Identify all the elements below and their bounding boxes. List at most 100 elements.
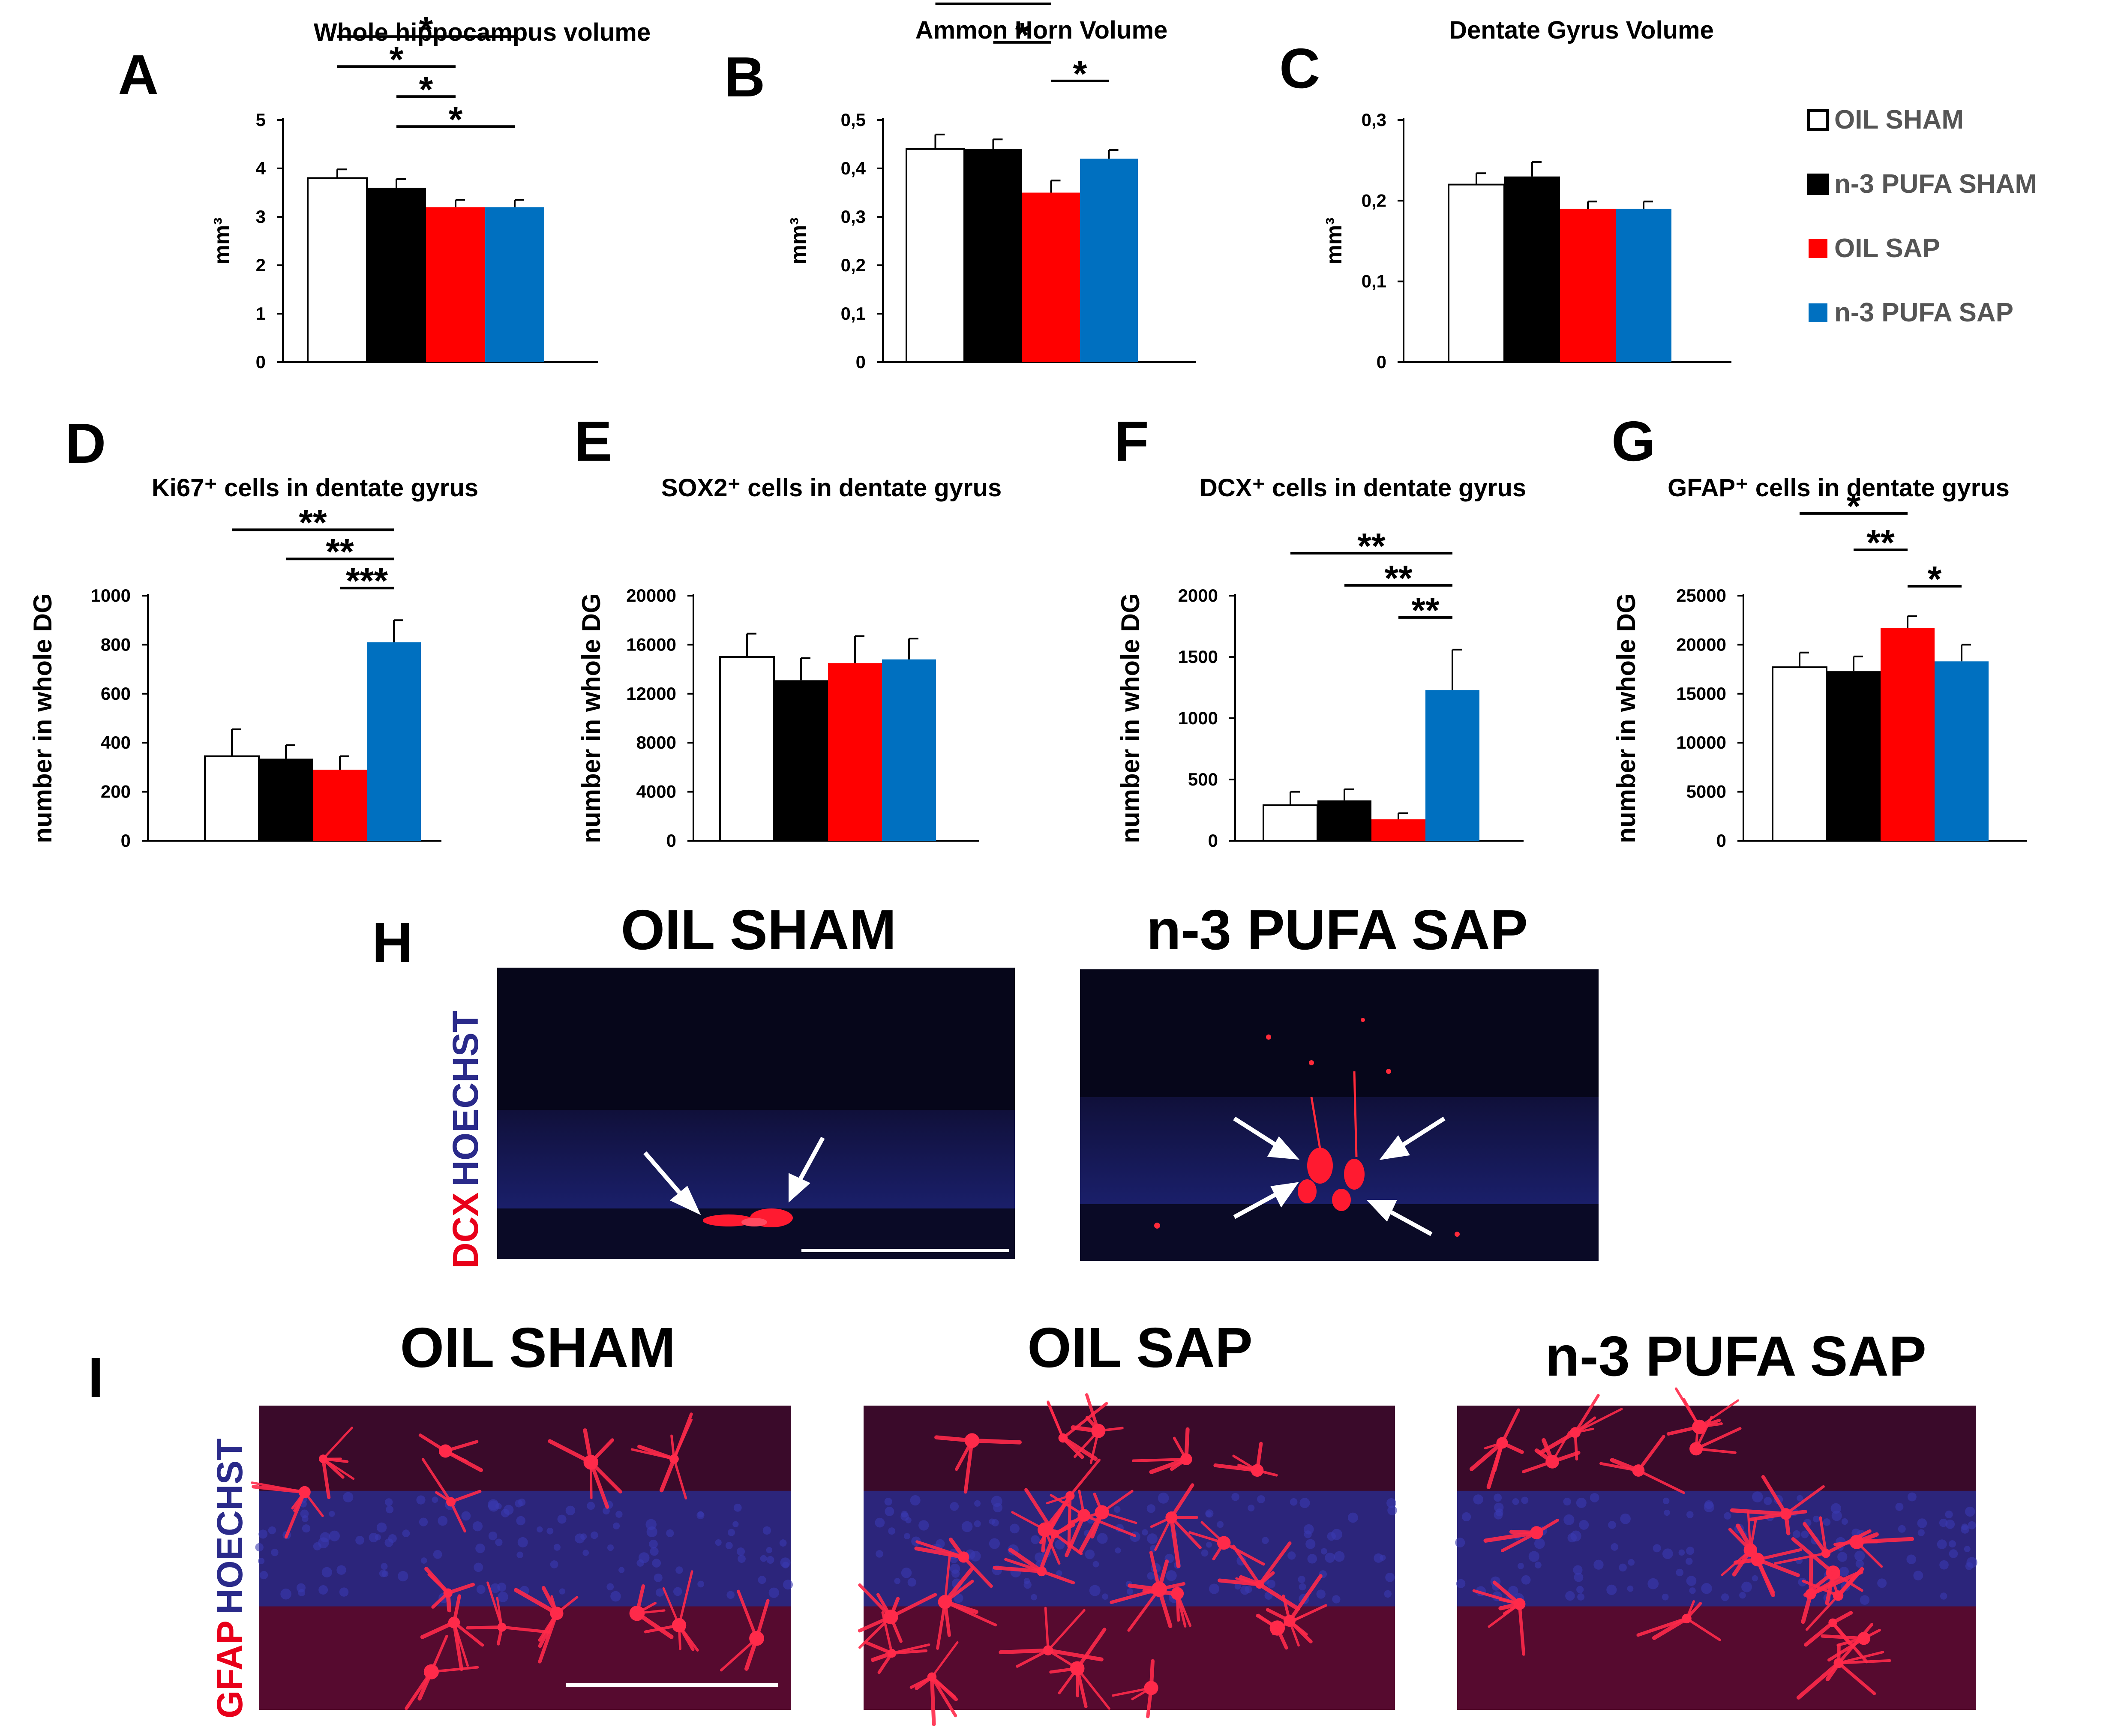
bar-n3-pufa-sap (1616, 209, 1671, 362)
bar-oil-sham (906, 148, 965, 363)
significance-label: *** (346, 561, 388, 601)
significance-label: * (1015, 15, 1029, 55)
micrograph-h-oil-sham (497, 968, 1015, 1259)
panel-i-stain-label: GFAP HOECHST (210, 1439, 250, 1718)
bar-oil-sham (307, 177, 368, 363)
chart-title: Dentate Gyrus Volume (1449, 16, 1714, 44)
y-axis-label: mm³ (210, 218, 234, 265)
micrograph-h-n3-pufa-sap (1080, 969, 1599, 1261)
y-tick-label: 0,1 (1362, 271, 1386, 291)
stain-blue-label: HOECHST (445, 1010, 486, 1187)
significance-label: * (1928, 559, 1942, 599)
bar-oil-sham (1263, 804, 1318, 842)
bar-oil-sap (1560, 209, 1616, 362)
micrograph-i-n3-pufa-sap (1455, 1387, 1977, 1710)
bar-n3-pufa-sap (1935, 661, 1989, 841)
panel-i-title-oil-sham: OIL SHAM (400, 1316, 676, 1379)
micrograph-i-oil-sap (858, 1393, 1397, 1726)
bar-oil-sap (1371, 819, 1425, 841)
chart-title: GFAP⁺ cells in dentate gyrus (1668, 474, 2010, 502)
arrow-icon (789, 1136, 825, 1203)
significance-label: ** (1357, 526, 1386, 566)
panel-letter-F: F (1114, 410, 1149, 473)
arrow-icon (1379, 1116, 1446, 1160)
panel-letter-I: I (88, 1346, 104, 1409)
y-tick-label: 0 (1377, 352, 1386, 372)
legend-label-oil-sham: OIL SHAM (1834, 105, 1964, 135)
chart-title: Ki67⁺ cells in dentate gyrus (152, 474, 478, 502)
y-tick-label: 1000 (1178, 708, 1218, 728)
bar-n3-pufa-sham (367, 188, 426, 362)
bar-oil-sap (828, 663, 882, 841)
y-tick-label: 15000 (1676, 684, 1726, 704)
legend-label-n3-pufa-sap: n-3 PUFA SAP (1834, 298, 2013, 327)
bar-n3-pufa-sham (964, 149, 1022, 362)
bar-oil-sap (1881, 628, 1935, 841)
y-tick-label: 500 (1188, 769, 1218, 789)
y-tick-label: 0,5 (841, 110, 866, 130)
chart-B: B Ammon Horn Volume mm³ 0 0,1 0,2 0,3 0,4 0,5 * * * (724, 0, 1196, 372)
panel-letter-B: B (724, 45, 765, 108)
panel-i-title-oil-sap: OIL SAP (1027, 1316, 1253, 1379)
y-axis-label: number in whole DG (1116, 593, 1145, 843)
legend: OIL SHAM n-3 PUFA SHAM OIL SAP n-3 PUFA … (1807, 105, 2037, 327)
bar-n3-pufa-sap (1425, 690, 1479, 841)
bar-oil-sham (719, 656, 775, 842)
significance-label: * (419, 9, 433, 49)
legend-swatch-n3-pufa-sap (1809, 303, 1827, 322)
chart-title: DCX⁺ cells in dentate gyrus (1200, 474, 1526, 502)
y-axis-label: number in whole DG (577, 593, 606, 843)
micrograph-i-oil-sham (251, 1406, 793, 1710)
panel-h-title-oil-sham: OIL SHAM (621, 898, 897, 961)
chart-A: A Whole hippocampus volume mm³ 0 1 2 3 4 5 * * * * (118, 9, 651, 372)
bar-oil-sap (426, 207, 485, 362)
y-tick-label: 0 (121, 831, 131, 851)
y-tick-label: 0 (256, 352, 266, 372)
y-tick-label: 10000 (1676, 732, 1726, 753)
y-tick-label: 5 (256, 110, 266, 130)
panel-letter-D: D (65, 412, 106, 475)
bar-n3-pufa-sap (882, 659, 936, 841)
chart-title: SOX2⁺ cells in dentate gyrus (661, 474, 1002, 502)
y-tick-label: 0,2 (1362, 190, 1386, 210)
y-tick-label: 200 (101, 782, 131, 802)
bar-n3-pufa-sap (367, 642, 421, 841)
significance-label: ** (1411, 590, 1440, 630)
y-tick-label: 0 (1208, 831, 1218, 851)
y-tick-label: 0,1 (841, 303, 866, 324)
y-tick-label: 0,2 (841, 255, 866, 275)
y-tick-label: 0,4 (841, 158, 866, 178)
legend-label-oil-sap: OIL SAP (1834, 234, 1940, 263)
y-tick-label: 4 (256, 158, 266, 178)
panel-letter-A: A (118, 43, 159, 106)
chart-C: C Dentate Gyrus Volume mm³ 0 0,1 0,2 0,3 (1279, 16, 1731, 372)
y-tick-label: 800 (101, 634, 131, 654)
panel-letter-G: G (1611, 410, 1656, 473)
y-tick-label: 2000 (1178, 585, 1218, 606)
stain-red-label: DCX (445, 1193, 486, 1268)
y-tick-label: 0,3 (841, 207, 866, 227)
bar-oil-sham (1448, 183, 1505, 363)
panel-h-title-n3-pufa-sap: n-3 PUFA SAP (1146, 898, 1528, 961)
significance-label: ** (1384, 558, 1413, 598)
significance-label: ** (326, 531, 354, 572)
bar-n3-pufa-sap (485, 207, 544, 362)
panel-letter-E: E (574, 410, 612, 473)
y-tick-label: 4000 (636, 782, 676, 802)
y-tick-label: 0 (666, 831, 676, 851)
y-tick-label: 2 (256, 255, 266, 275)
y-tick-label: 0 (1716, 831, 1726, 851)
panel-h-stain-label: DCX HOECHST (445, 1010, 486, 1268)
arrow-icon (1233, 1116, 1299, 1160)
y-tick-label: 3 (256, 207, 266, 227)
y-tick-label: 400 (101, 732, 131, 753)
significance-label: ** (1866, 522, 1895, 563)
y-tick-label: 16000 (626, 634, 676, 654)
y-tick-label: 20000 (1676, 634, 1726, 654)
arrow-icon (1233, 1182, 1299, 1219)
arrow-icon (1366, 1200, 1433, 1236)
y-tick-label: 20000 (626, 585, 676, 606)
legend-swatch-n3-pufa-sham (1807, 174, 1829, 195)
y-tick-label: 1500 (1178, 647, 1218, 667)
chart-title: Whole hippocampus volume (314, 18, 651, 46)
